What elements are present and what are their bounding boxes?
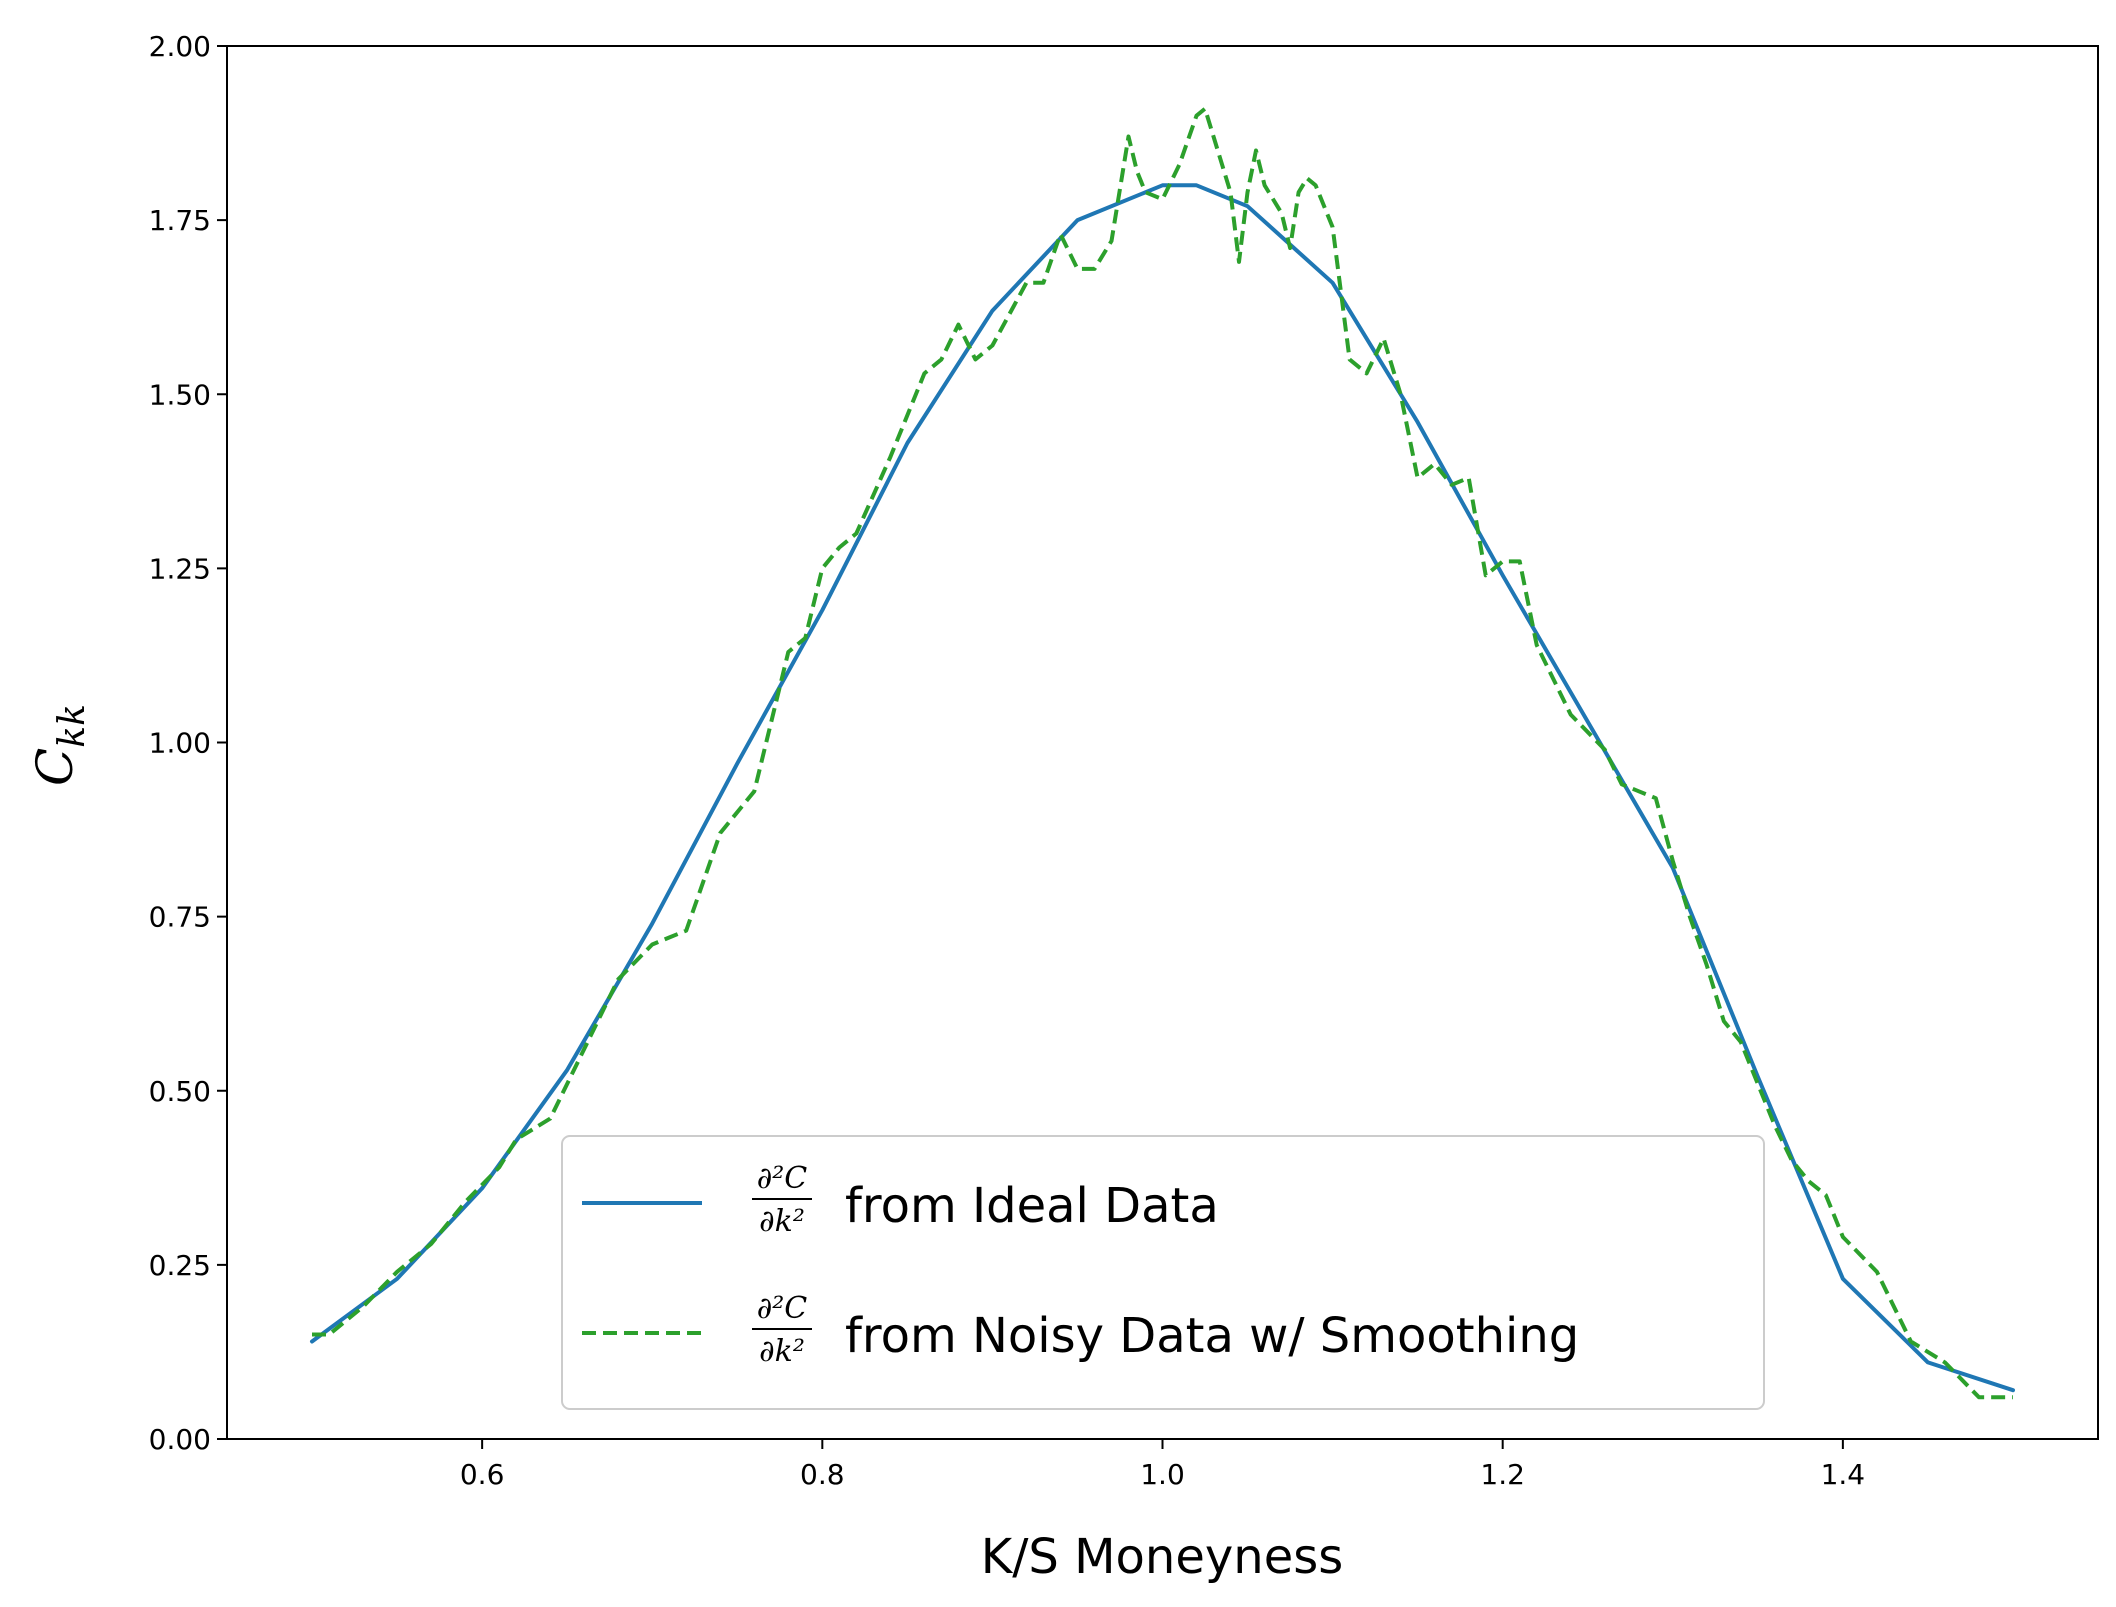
y-axis-label-subscript: kk — [52, 704, 93, 748]
legend-numerator-ideal: ∂²C — [757, 1161, 808, 1196]
y-tick-label: 1.50 — [149, 378, 211, 411]
y-tick-label: 0.50 — [149, 1075, 211, 1108]
legend: ∂²C ∂k² from Ideal Data ∂²C ∂k² from Noi… — [561, 1135, 1765, 1410]
y-tick-label: 1.00 — [149, 727, 211, 760]
x-tick-label: 1.4 — [1821, 1458, 1866, 1491]
x-axis-label: K/S Moneyness — [981, 1529, 1343, 1585]
y-axis-label-base: C — [26, 748, 84, 786]
legend-denominator-noisy: ∂k² — [759, 1334, 805, 1369]
x-tick-label: 1.2 — [1480, 1458, 1525, 1491]
x-axis-ticks: 0.6 0.8 1.0 1.2 1.4 — [460, 1439, 1865, 1491]
y-tick-label: 1.75 — [149, 204, 211, 237]
legend-label-ideal: from Ideal Data — [845, 1178, 1219, 1234]
y-tick-label: 0.75 — [149, 901, 211, 934]
y-tick-label: 0.25 — [149, 1249, 211, 1282]
legend-numerator-noisy: ∂²C — [757, 1291, 808, 1326]
x-tick-label: 1.0 — [1140, 1458, 1185, 1491]
svg-text:Ckk: Ckk — [26, 704, 93, 786]
y-axis-label: Ckk — [26, 704, 93, 786]
legend-denominator-ideal: ∂k² — [759, 1204, 805, 1239]
x-tick-label: 0.6 — [460, 1458, 505, 1491]
y-axis-ticks: 0.00 0.25 0.50 0.75 1.00 1.25 1.50 1.75 2.00 — [149, 30, 227, 1456]
legend-entry-noisy: ∂²C ∂k² from Noisy Data w/ Smoothing — [582, 1291, 1579, 1369]
y-tick-label: 2.00 — [149, 30, 211, 63]
legend-label-noisy: from Noisy Data w/ Smoothing — [845, 1308, 1579, 1364]
y-tick-label: 1.25 — [149, 552, 211, 585]
legend-entry-ideal: ∂²C ∂k² from Ideal Data — [582, 1161, 1219, 1239]
series-layer — [310, 106, 2015, 1400]
legend-box — [561, 1135, 1765, 1410]
y-tick-label: 0.00 — [149, 1423, 211, 1456]
series-line-1 — [312, 106, 2013, 1400]
x-tick-label: 0.8 — [800, 1458, 845, 1491]
